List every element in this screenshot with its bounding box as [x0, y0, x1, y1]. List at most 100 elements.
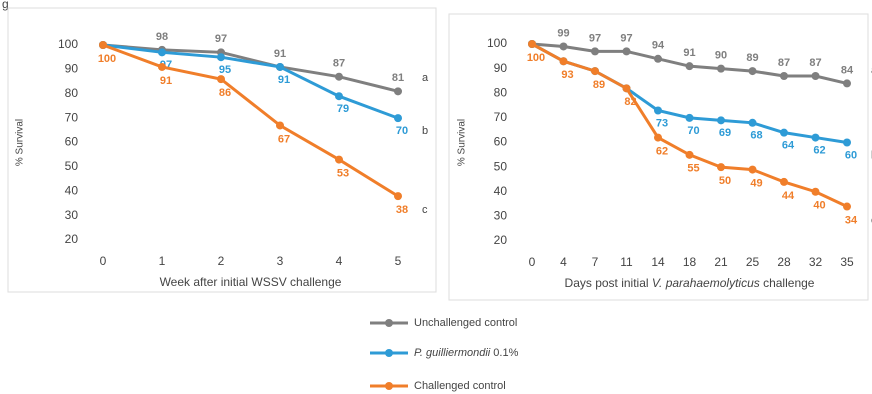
x-tick-label: 3	[277, 254, 284, 268]
point	[811, 72, 820, 81]
x-tick-label: 14	[651, 255, 665, 269]
data-label: 38	[396, 204, 408, 216]
legend-label: P. guilliermondii 0.1%	[414, 347, 519, 359]
point	[622, 47, 631, 56]
legend-marker	[385, 349, 393, 357]
point	[780, 177, 788, 186]
data-label: 95	[219, 64, 231, 76]
y-tick-label: 30	[65, 208, 79, 222]
x-tick-label: 1	[159, 254, 166, 268]
data-label: 69	[719, 127, 731, 139]
x-tick-label: 7	[592, 255, 599, 269]
x-tick-label: 0	[100, 254, 107, 268]
data-label: 53	[337, 167, 349, 179]
data-label: 60	[845, 149, 857, 161]
data-label: 70	[396, 125, 408, 137]
data-label: 100	[527, 52, 545, 64]
y-tick-label: 100	[58, 37, 78, 51]
y-tick-label: 70	[494, 110, 508, 124]
x-tick-label: 11	[620, 255, 633, 269]
corner-label: g	[2, 0, 9, 11]
y-tick-label: 90	[65, 62, 79, 76]
x-tick-label: 5	[395, 254, 402, 268]
legend-label: Unchallenged control	[414, 317, 517, 329]
x-tick-label: 4	[336, 254, 343, 268]
point	[748, 67, 757, 76]
y-tick-label: 60	[494, 135, 508, 149]
point	[685, 113, 694, 122]
x-axis-label: Days post initial V. parahaemolyticus ch…	[565, 276, 815, 290]
data-label: 67	[278, 133, 290, 145]
data-label: 93	[561, 69, 573, 81]
data-label: 62	[656, 145, 668, 157]
y-tick-label: 60	[65, 135, 79, 149]
x-tick-label: 35	[840, 255, 854, 269]
data-label: 97	[589, 32, 601, 44]
y-tick-label: 50	[494, 159, 508, 173]
y-tick-label: 40	[65, 183, 79, 197]
point	[748, 118, 757, 127]
data-label: 94	[652, 40, 665, 52]
data-label: 97	[620, 32, 632, 44]
point	[559, 57, 568, 66]
series-line	[102, 43, 399, 93]
point	[217, 53, 225, 62]
data-label: 64	[782, 140, 795, 152]
point	[717, 64, 725, 73]
point	[335, 92, 343, 101]
point	[394, 192, 402, 201]
y-tick-label: 40	[494, 184, 508, 198]
data-label: 89	[593, 79, 605, 91]
point	[559, 42, 568, 51]
data-label: 86	[219, 87, 231, 99]
data-label: 91	[683, 47, 695, 59]
point	[654, 54, 662, 63]
data-label: 98	[156, 31, 168, 43]
data-label: 91	[274, 48, 286, 60]
series-line	[102, 43, 399, 198]
point	[811, 187, 820, 196]
x-tick-label: 21	[714, 255, 728, 269]
point	[335, 72, 343, 81]
point	[217, 75, 225, 84]
point	[591, 47, 599, 56]
data-label: 44	[782, 190, 795, 202]
data-label: 87	[809, 57, 821, 69]
data-label: 84	[841, 64, 854, 76]
data-label: 68	[750, 130, 762, 142]
data-label: 91	[160, 75, 172, 87]
point	[99, 41, 107, 49]
point	[685, 150, 694, 159]
point	[394, 87, 402, 96]
x-tick-label: 32	[809, 255, 823, 269]
point	[158, 62, 166, 71]
data-label: 90	[715, 50, 727, 62]
point	[654, 133, 662, 142]
text-part: Days post initial	[565, 276, 652, 290]
point	[654, 106, 662, 115]
x-tick-label: 0	[529, 255, 536, 269]
data-label: 87	[333, 58, 345, 70]
x-tick-label: 28	[777, 255, 791, 269]
point	[685, 62, 694, 71]
panel-border	[7, 7, 437, 293]
data-label: 97	[215, 33, 227, 45]
data-label: 40	[813, 200, 825, 212]
data-label: 99	[557, 27, 569, 39]
data-label: 50	[719, 175, 731, 187]
data-label: 70	[687, 125, 699, 137]
text-part: V. parahaemolyticus	[652, 276, 760, 290]
data-label: 91	[278, 74, 290, 86]
data-label: 79	[337, 103, 349, 115]
point	[780, 128, 788, 137]
x-tick-label: 2	[218, 254, 225, 268]
data-label: 34	[845, 214, 858, 226]
x-tick-label: 18	[683, 255, 697, 269]
legend-label: Challenged control	[414, 380, 506, 392]
end-label: c	[422, 204, 428, 216]
point	[748, 165, 757, 174]
data-label: 82	[624, 96, 636, 108]
point	[811, 133, 820, 142]
point	[843, 202, 851, 211]
data-label: 62	[813, 144, 825, 156]
